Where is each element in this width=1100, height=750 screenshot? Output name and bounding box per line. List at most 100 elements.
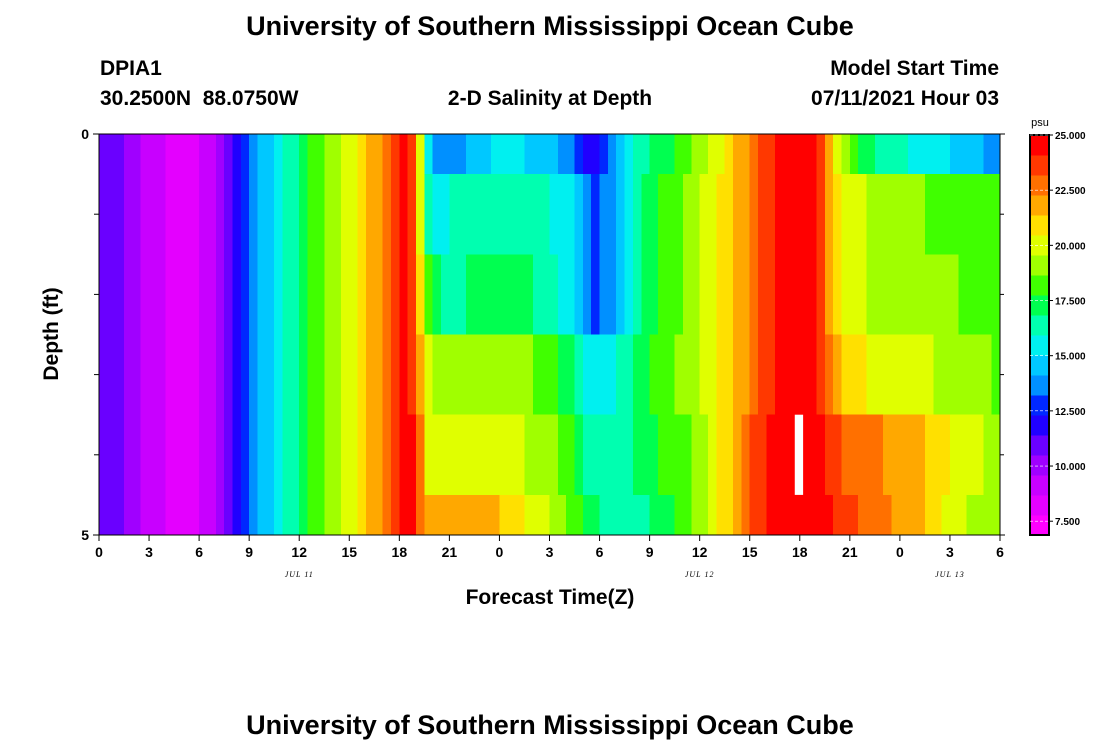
heatmap-cell (799, 134, 809, 175)
heatmap-cell (249, 254, 259, 336)
heatmap-cell (991, 254, 1001, 336)
heatmap-cell (524, 254, 534, 336)
heatmap-cell (624, 414, 634, 496)
heatmap-cell (149, 254, 158, 336)
heatmap-cell (666, 254, 676, 336)
colorbar-tick-label: 22.500 (1055, 186, 1086, 197)
heatmap-cell (824, 134, 834, 175)
heatmap-cell (274, 174, 284, 255)
heatmap-cell (132, 494, 142, 536)
heatmap-cell (474, 134, 484, 175)
heatmap-cell (766, 334, 776, 416)
heatmap-cell (741, 414, 751, 496)
heatmap-cell (282, 414, 292, 496)
heatmap-cell (324, 134, 334, 175)
heatmap-cell (666, 494, 676, 536)
heatmap-cell (290, 174, 300, 255)
heatmap-cell (457, 334, 467, 416)
heatmap-cell (466, 494, 476, 536)
heatmap-cell (507, 174, 517, 255)
heatmap-cell (449, 174, 459, 255)
heatmap-cell (140, 174, 150, 255)
heatmap-cell (165, 334, 175, 416)
heatmap-cell (833, 334, 843, 416)
heatmap-cell (841, 494, 851, 536)
heatmap-cell (215, 334, 225, 416)
heatmap-cell (224, 254, 234, 336)
heatmap-cell (207, 334, 217, 416)
heatmap-cell (357, 494, 367, 536)
heatmap-cell (983, 134, 993, 175)
heatmap-cell (466, 334, 476, 416)
heatmap-cell (591, 254, 601, 336)
heatmap-cell (382, 254, 392, 336)
heatmap-cell (866, 254, 876, 336)
heatmap-cell (682, 414, 692, 496)
heatmap-cell (307, 414, 317, 496)
heatmap-cell (733, 494, 742, 536)
heatmap-cell (557, 494, 567, 536)
heatmap-cell (441, 174, 450, 255)
heatmap-cell (199, 334, 209, 416)
heatmap-cell (758, 334, 767, 416)
heatmap-cell (908, 334, 918, 416)
heatmap-cell (974, 174, 984, 255)
heatmap-cell (482, 174, 492, 255)
heatmap-cell (783, 414, 793, 496)
heatmap-cell (582, 494, 592, 536)
heatmap-cell (307, 334, 317, 416)
heatmap-cell (132, 174, 142, 255)
colorbar-frame (1029, 134, 1050, 536)
heatmap-cell (199, 494, 209, 536)
heatmap-cell (866, 174, 876, 255)
heatmap-cell (482, 414, 492, 496)
heatmap-cell (599, 254, 609, 336)
heatmap-cell (682, 494, 692, 536)
heatmap-cell (340, 174, 350, 255)
colorbar-tick-label: 17.500 (1055, 297, 1086, 308)
heatmap-cell (607, 414, 617, 496)
heatmap-cell (532, 494, 542, 536)
heatmap-cell (833, 494, 843, 536)
heatmap-cell (349, 254, 359, 336)
colorbar-segment (1030, 355, 1049, 376)
heatmap-cell (424, 334, 434, 416)
model-start-time: 07/11/2021 Hour 03 (811, 87, 999, 110)
heatmap-cell (891, 254, 901, 336)
heatmap-cell (315, 494, 325, 536)
bottom-title: University of Southern Mississippi Ocean… (246, 710, 854, 740)
heatmap-cell (958, 174, 968, 255)
heatmap-cell (591, 174, 601, 255)
heatmap-cell (507, 334, 517, 416)
heatmap-cell (416, 414, 425, 496)
heatmap-cell (607, 254, 617, 336)
heatmap-cell (340, 134, 350, 175)
heatmap-cell (124, 134, 133, 175)
heatmap-cell (482, 334, 492, 416)
heatmap-cell (933, 254, 943, 336)
heatmap-cell (399, 334, 409, 416)
plot-title: 2-D Salinity at Depth (448, 87, 652, 110)
heatmap-cell (791, 174, 801, 255)
heatmap-cell (449, 134, 459, 175)
heatmap-cell (290, 334, 300, 416)
x-tick-label: 0 (896, 544, 904, 560)
heatmap-cell (974, 134, 984, 175)
heatmap-cell (582, 334, 592, 416)
heatmap-cell (324, 254, 334, 336)
heatmap-cell (140, 254, 150, 336)
heatmap-cell (966, 254, 976, 336)
heatmap-cell (340, 334, 350, 416)
heatmap-cell (949, 134, 959, 175)
heatmap-cell (766, 494, 776, 536)
heatmap-cell (824, 414, 834, 496)
colorbar-segment (1030, 495, 1049, 516)
heatmap-cell (883, 134, 893, 175)
heatmap-cell (157, 334, 167, 416)
heatmap-cell (966, 414, 976, 496)
heatmap-cell (974, 254, 984, 336)
heatmap-cell (99, 254, 108, 336)
heatmap-cell (849, 414, 859, 496)
heatmap-cell (282, 254, 292, 336)
heatmap-cell (808, 414, 818, 496)
